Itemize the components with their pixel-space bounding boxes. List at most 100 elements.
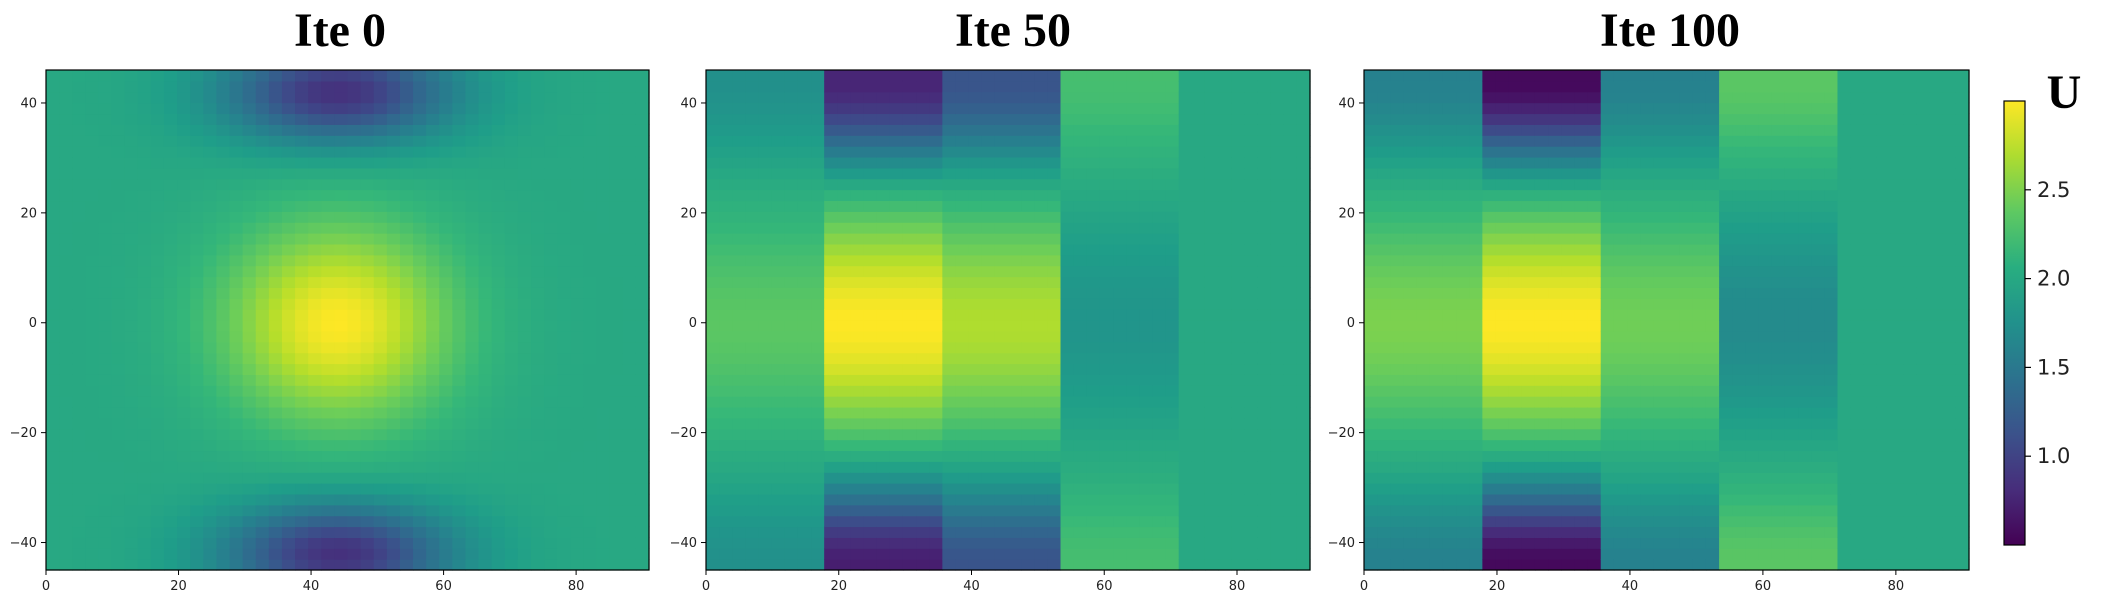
heatmap-cell [758, 200, 773, 212]
heatmap-cell [321, 91, 335, 104]
heatmap-cell [426, 472, 440, 484]
heatmap-cell [811, 243, 825, 256]
heatmap-cell [635, 526, 650, 538]
heatmap-cell [452, 330, 467, 343]
heatmap-cell [850, 385, 865, 397]
heatmap-cell [1521, 298, 1536, 310]
heatmap-cell [85, 374, 100, 386]
heatmap-cell [1008, 124, 1022, 136]
heatmap-cell [1270, 135, 1285, 147]
heatmap-cell [98, 363, 113, 375]
heatmap-cell [1403, 233, 1418, 245]
heatmap-cell [98, 461, 113, 473]
heatmap-cell [1099, 428, 1114, 441]
heatmap-cell [1296, 515, 1311, 528]
heatmap-cell [1403, 330, 1418, 343]
heatmap-cell [968, 439, 983, 452]
heatmap-cell [1508, 287, 1523, 299]
heatmap-cell [876, 374, 891, 386]
heatmap-cell [1218, 243, 1232, 256]
heatmap-cell [1086, 102, 1101, 115]
heatmap-cell [758, 124, 773, 136]
heatmap-cell [465, 396, 480, 408]
heatmap-cell [1021, 406, 1035, 419]
heatmap-cell [111, 526, 126, 538]
heatmap-cell [570, 254, 585, 267]
heatmap-cell [994, 385, 1009, 397]
heatmap-cell [1534, 124, 1549, 136]
heatmap-cell [1508, 363, 1523, 375]
heatmap-cell [1244, 363, 1259, 375]
heatmap-cell [706, 559, 720, 571]
heatmap-cell [452, 493, 467, 506]
heatmap-cell [413, 493, 427, 506]
heatmap-cell [203, 265, 218, 278]
heatmap-cell [622, 396, 637, 408]
heatmap-cell [732, 461, 746, 473]
heatmap-cell [1429, 406, 1444, 419]
heatmap-cell [72, 396, 86, 408]
heatmap-cell [1442, 189, 1457, 202]
heatmap-cell [837, 156, 852, 169]
heatmap-cell [295, 80, 309, 93]
heatmap-cell [1377, 515, 1391, 528]
heatmap-cell [622, 341, 637, 354]
heatmap-cell [544, 189, 558, 202]
heatmap-cell [732, 309, 746, 321]
heatmap-cell [59, 91, 73, 104]
heatmap-cell [413, 178, 427, 191]
heatmap-cell [347, 461, 362, 473]
heatmap-cell [295, 243, 309, 256]
heatmap-cell [1257, 211, 1272, 223]
heatmap-cell [190, 504, 204, 517]
heatmap-cell [308, 146, 322, 158]
heatmap-cell [1469, 472, 1483, 484]
heatmap-cell [124, 504, 139, 517]
heatmap-cell [876, 80, 891, 93]
heatmap-cell [797, 167, 812, 180]
heatmap-cell [942, 450, 957, 462]
heatmap-cell [1521, 233, 1536, 245]
heatmap-cell [1113, 146, 1127, 158]
heatmap-cell [163, 211, 178, 223]
heatmap-cell [876, 135, 891, 147]
heatmap-cell [255, 265, 270, 278]
heatmap-cell [719, 200, 733, 212]
heatmap-cell [1257, 298, 1272, 310]
heatmap-cell [609, 146, 624, 158]
heatmap-cell [137, 374, 152, 386]
heatmap-cell [46, 178, 60, 191]
heatmap-cell [229, 428, 244, 441]
heatmap-cell [386, 80, 401, 93]
heatmap-cell [1047, 233, 1062, 245]
heatmap-cell [863, 559, 878, 571]
heatmap-cell [373, 200, 388, 212]
heatmap-cell [308, 233, 322, 245]
heatmap-cell [1364, 113, 1378, 125]
heatmap-cell [491, 363, 506, 375]
heatmap-cell [295, 309, 309, 321]
heatmap-cell [784, 396, 799, 408]
heatmap-cell [255, 439, 270, 452]
heatmap-cell [255, 243, 270, 256]
heatmap-cell [1416, 167, 1431, 180]
heatmap-cell [150, 396, 165, 408]
heatmap-cell [1521, 320, 1536, 332]
heatmap-cell [439, 146, 453, 158]
heatmap-cell [1364, 146, 1378, 158]
heatmap-cell [981, 341, 996, 354]
heatmap-cell [1113, 102, 1127, 115]
heatmap-cell [334, 341, 349, 354]
heatmap-cell [596, 352, 611, 365]
heatmap-cell [308, 167, 322, 180]
heatmap-cell [321, 156, 335, 169]
heatmap-cell [72, 254, 86, 267]
heatmap-cell [1377, 352, 1391, 365]
heatmap-cell [413, 70, 427, 82]
heatmap-cell [1521, 396, 1536, 408]
heatmap-cell [268, 102, 283, 115]
heatmap-cell [557, 156, 571, 169]
heatmap-cell [1047, 320, 1062, 332]
heatmap-cell [1364, 287, 1378, 299]
heatmap-cell [596, 461, 611, 473]
